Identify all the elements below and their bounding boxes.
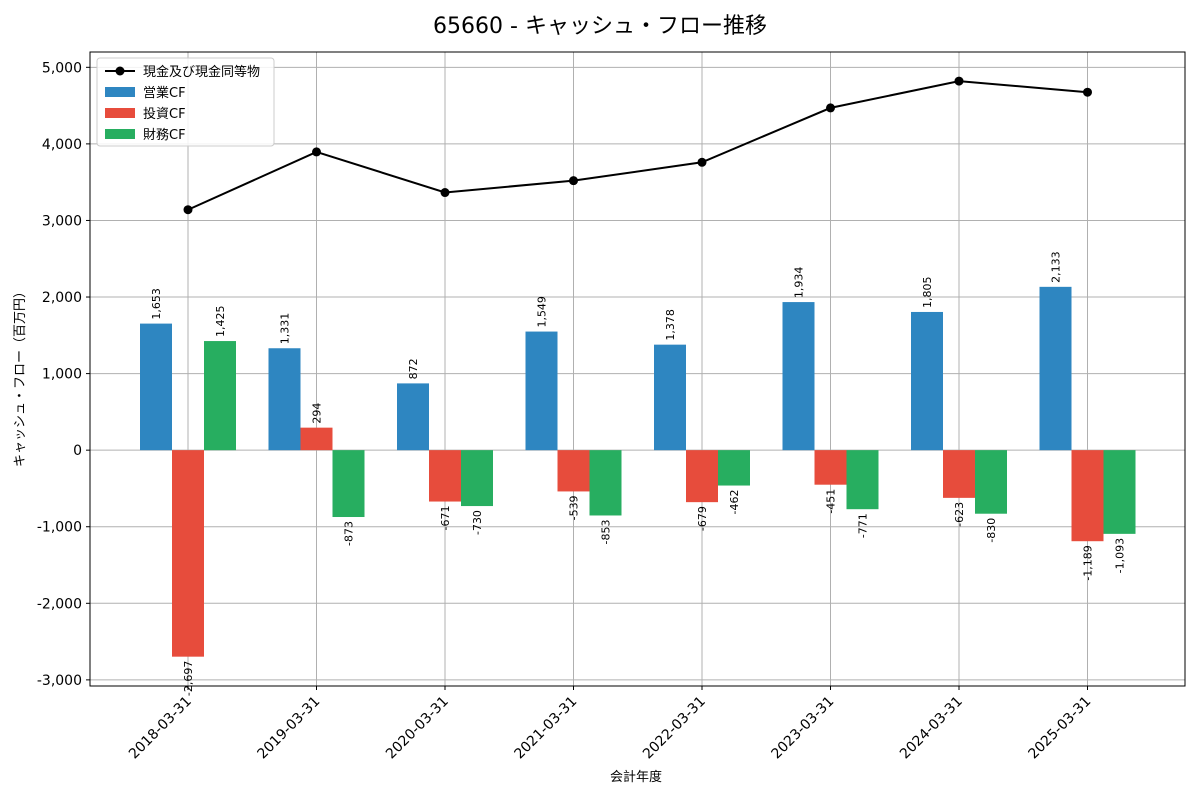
y-tick-label: 4,000: [42, 137, 82, 153]
y-tick-label: 3,000: [42, 213, 82, 229]
plot-frame: [89, 51, 1186, 687]
cash-point: [312, 147, 321, 157]
bar-operating: [654, 344, 686, 451]
data-label-investing: -2,697: [182, 661, 195, 696]
bar-investing: [300, 427, 333, 451]
bar-operating: [1039, 286, 1072, 451]
bar-operating: [140, 323, 172, 451]
legend-bar-swatch: [105, 129, 135, 139]
bar-financing: [718, 450, 750, 486]
data-label-investing: -539: [568, 495, 581, 520]
bar-financing: [846, 450, 879, 510]
data-label-financing: -853: [600, 519, 613, 544]
y-tick-label: 0: [73, 443, 82, 459]
data-label-investing: 294: [311, 403, 324, 424]
grid: [90, 52, 1185, 686]
cash-point: [697, 157, 707, 167]
data-label-operating: 1,805: [921, 276, 934, 308]
bar-financing: [332, 450, 365, 518]
bar-operating: [268, 348, 301, 451]
data-label-financing: -830: [985, 518, 998, 543]
legend-label: 財務CF: [143, 128, 186, 143]
legend-box: [96, 57, 275, 147]
x-tick-label: 2018-03-31: [126, 694, 195, 763]
cash-point: [1083, 87, 1092, 97]
y-axis-title: キャッシュ・フロー（百万円）: [13, 285, 28, 467]
x-tick-label: 2019-03-31: [254, 694, 323, 763]
cash-line-path: [187, 80, 1088, 211]
bar-financing: [589, 450, 622, 516]
x-tick-label: 2023-03-31: [768, 694, 837, 763]
legend-bar-swatch: [105, 87, 135, 97]
data-label-operating: 1,331: [279, 313, 292, 345]
data-label-investing: -1,189: [1082, 545, 1095, 580]
data-label-financing: -462: [728, 490, 741, 515]
bar-investing: [943, 450, 975, 498]
cash-point: [569, 176, 578, 186]
bar-operating: [782, 302, 815, 451]
y-tick-label: 1,000: [42, 367, 82, 383]
cash-point: [826, 103, 835, 113]
bar-financing: [1103, 450, 1136, 534]
data-label-operating: 2,133: [1050, 251, 1063, 283]
cash-line: [183, 76, 1092, 215]
x-tick-label: 2024-03-31: [897, 694, 966, 763]
data-label-operating: 1,934: [793, 267, 806, 299]
x-axis-title: 会計年度: [610, 769, 662, 785]
bar-investing: [429, 450, 461, 502]
legend-line-marker: [115, 66, 125, 76]
bar-investing: [172, 450, 204, 657]
legend-bar-swatch: [105, 108, 135, 118]
data-label-operating: 1,549: [536, 296, 549, 328]
data-label-investing: -671: [439, 506, 452, 531]
x-tick-label: 2022-03-31: [640, 694, 709, 763]
bar-financing: [975, 450, 1007, 514]
x-tick-label: 2020-03-31: [383, 694, 452, 763]
cash-point: [440, 188, 450, 198]
y-tick-label: 2,000: [42, 290, 82, 306]
bar-operating: [911, 311, 943, 451]
data-label-financing: -873: [343, 521, 356, 546]
data-label-operating: 872: [407, 358, 420, 379]
data-label-financing: -1,093: [1114, 538, 1127, 573]
data-label-operating: 1,378: [664, 309, 677, 341]
data-label-operating: 1,653: [150, 288, 163, 320]
bar-financing: [461, 450, 493, 507]
data-label-financing: 1,425: [214, 306, 227, 338]
bars: [140, 286, 1136, 657]
y-tick-label: -2,000: [37, 596, 82, 612]
cash-point: [183, 205, 193, 215]
data-label-investing: -451: [825, 489, 838, 514]
bar-investing: [686, 450, 718, 503]
y-tick-label: -3,000: [37, 673, 82, 689]
bar-financing: [204, 341, 236, 451]
legend-label: 投資CF: [143, 106, 186, 122]
y-tick-label: 5,000: [42, 60, 82, 76]
data-label-investing: -679: [696, 506, 709, 531]
data-labels: 1,653 1,331 872 1,549 1,378 1,934 1,805 2,133 -2…: [150, 251, 1127, 696]
bar-investing: [1071, 450, 1104, 542]
y-tick-label: -1,000: [37, 520, 82, 536]
cash-point: [954, 76, 964, 86]
x-tick-label: 2021-03-31: [511, 694, 580, 763]
chart-title: 65660 - キャッシュ・フロー推移: [433, 14, 767, 39]
bar-investing: [557, 450, 590, 492]
x-tick-label: 2025-03-31: [1025, 694, 1094, 763]
bar-operating: [397, 383, 429, 451]
data-label-financing: -730: [471, 510, 484, 535]
data-label-investing: -623: [953, 502, 966, 527]
bar-investing: [814, 450, 847, 485]
legend-label: 現金及び現金同等物: [143, 64, 260, 80]
bar-operating: [525, 331, 558, 451]
legend-label: 営業CF: [143, 85, 186, 101]
data-label-financing: -771: [857, 513, 870, 538]
